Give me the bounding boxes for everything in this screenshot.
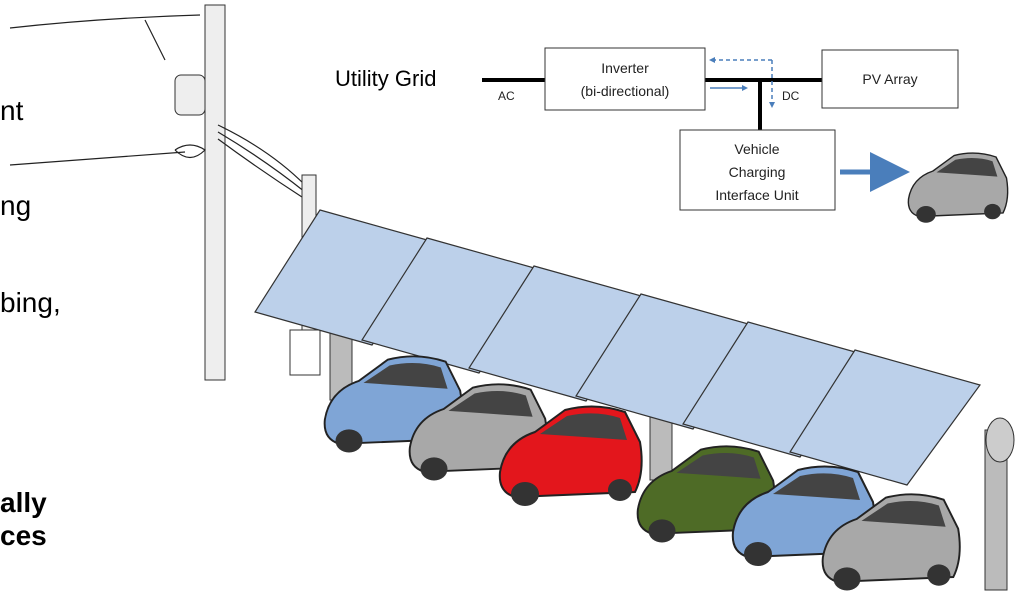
cars (323, 152, 1009, 591)
car-wheel (335, 429, 363, 453)
car-wheel (984, 203, 1001, 220)
charging-unit-box (679, 129, 836, 211)
slide-text: ces (0, 520, 47, 551)
solar-panel (468, 265, 660, 402)
car-wheel (608, 479, 632, 501)
solar-panel (575, 293, 767, 430)
car-wheel (927, 564, 951, 586)
slide-text: ng (0, 190, 31, 221)
car-wheel (420, 457, 448, 481)
node-label: Interface Unit (715, 187, 798, 203)
slide-text: nt (0, 95, 24, 126)
solar-panel (361, 237, 553, 374)
car-window (676, 453, 761, 479)
node-label: PV Array (862, 71, 917, 87)
solar-panels (254, 209, 981, 486)
inverter-box (544, 47, 706, 111)
car-window (936, 158, 998, 177)
car-wheel (648, 519, 676, 543)
node-label: (bi-directional) (581, 83, 670, 99)
car-wheel (511, 482, 539, 506)
pv-array-box (821, 49, 959, 109)
car-wheel (833, 567, 861, 591)
slide-text: bing, (0, 287, 61, 318)
solar-panel (254, 209, 446, 346)
car (821, 493, 961, 591)
car-wheel (916, 206, 936, 223)
slide-text: ally (0, 487, 47, 518)
node-label: Vehicle (734, 141, 779, 157)
car-window (773, 473, 860, 500)
utility-grid-label: Utility Grid (335, 66, 436, 91)
car (498, 405, 643, 506)
node-label: Inverter (601, 60, 649, 76)
car-window (363, 363, 448, 389)
solar-panel (789, 349, 981, 486)
ac-label: AC (498, 89, 515, 103)
car (907, 152, 1009, 223)
solar-panel (682, 321, 874, 458)
car-window (861, 501, 946, 527)
car-window (448, 391, 533, 417)
car-window (540, 413, 627, 440)
node-label: Charging (729, 164, 786, 180)
dc-label: DC (782, 89, 800, 103)
car-wheel (744, 542, 772, 566)
